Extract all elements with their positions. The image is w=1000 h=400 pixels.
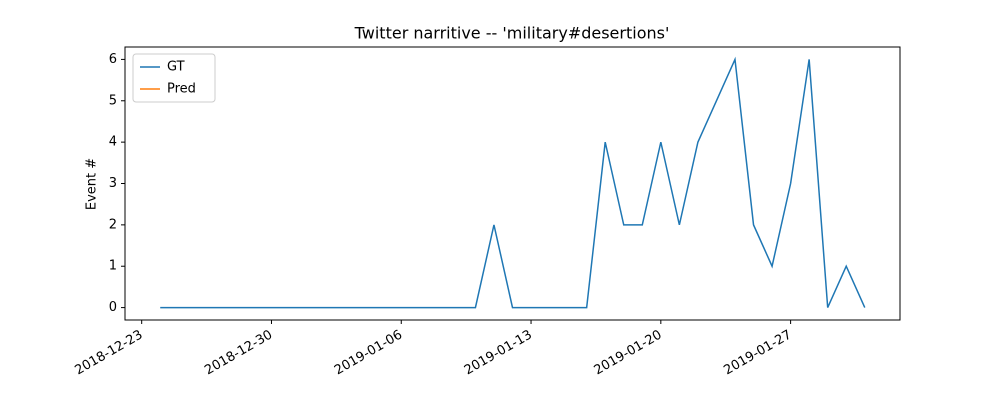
series-line	[160, 56, 866, 309]
legend-box	[132, 53, 216, 103]
x-tick-label: 2019-01-13	[462, 328, 535, 379]
legend-label: GT	[167, 60, 185, 75]
y-tick-label: 6	[109, 52, 117, 67]
y-tick-label: 2	[109, 217, 117, 232]
y-tick-label: 0	[109, 300, 117, 315]
y-tick-label: 3	[109, 176, 117, 191]
plot-frame	[124, 46, 901, 321]
y-axis-label: Event #	[85, 158, 100, 210]
y-tick-label: 5	[109, 93, 117, 108]
x-tick-label: 2019-01-27	[721, 328, 794, 379]
y-tick-label: 1	[109, 259, 117, 274]
x-tick-label: 2019-01-06	[332, 328, 405, 379]
x-tick-label: 2018-12-30	[202, 328, 275, 379]
chart-title: Twitter narritive -- 'military#desertion…	[354, 24, 670, 43]
x-tick-label: 2018-12-23	[72, 328, 145, 379]
legend-label: Pred	[167, 82, 196, 97]
y-tick-label: 4	[109, 135, 117, 150]
x-tick-label: 2019-01-20	[592, 328, 665, 379]
